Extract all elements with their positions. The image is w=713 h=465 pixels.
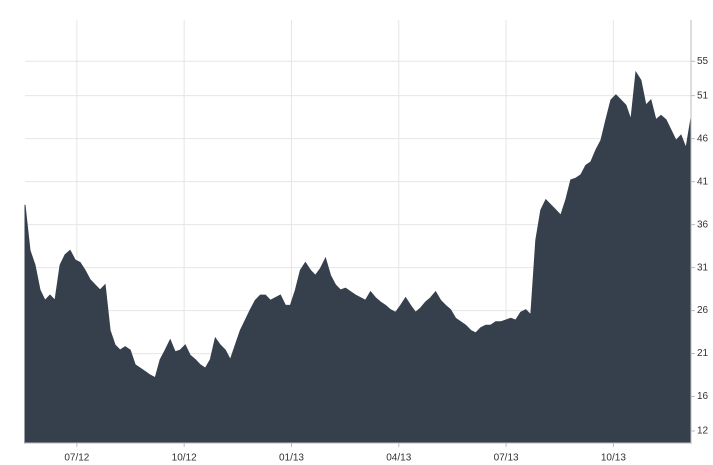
y-tick-label: 41 bbox=[697, 176, 709, 187]
y-tick-label: 12 bbox=[697, 426, 709, 437]
y-tick-label: 36 bbox=[697, 219, 709, 230]
y-tick-label: 21 bbox=[697, 348, 709, 359]
y-tick-label: 26 bbox=[697, 305, 709, 316]
x-tick-label: 10/13 bbox=[601, 453, 626, 464]
area bbox=[24, 70, 692, 444]
x-tick-label: 10/12 bbox=[172, 453, 197, 464]
y-tick-label: 55 bbox=[697, 56, 709, 67]
y-tick-label: 16 bbox=[697, 391, 709, 402]
x-tick-label: 07/13 bbox=[494, 453, 519, 464]
y-tick-label: 51 bbox=[697, 90, 709, 101]
x-tick-label: 04/13 bbox=[386, 453, 411, 464]
x-tick-label: 01/13 bbox=[279, 453, 304, 464]
y-tick-label: 46 bbox=[697, 133, 709, 144]
y-tick-label: 31 bbox=[697, 262, 709, 273]
x-tick-label: 07/12 bbox=[64, 453, 89, 464]
